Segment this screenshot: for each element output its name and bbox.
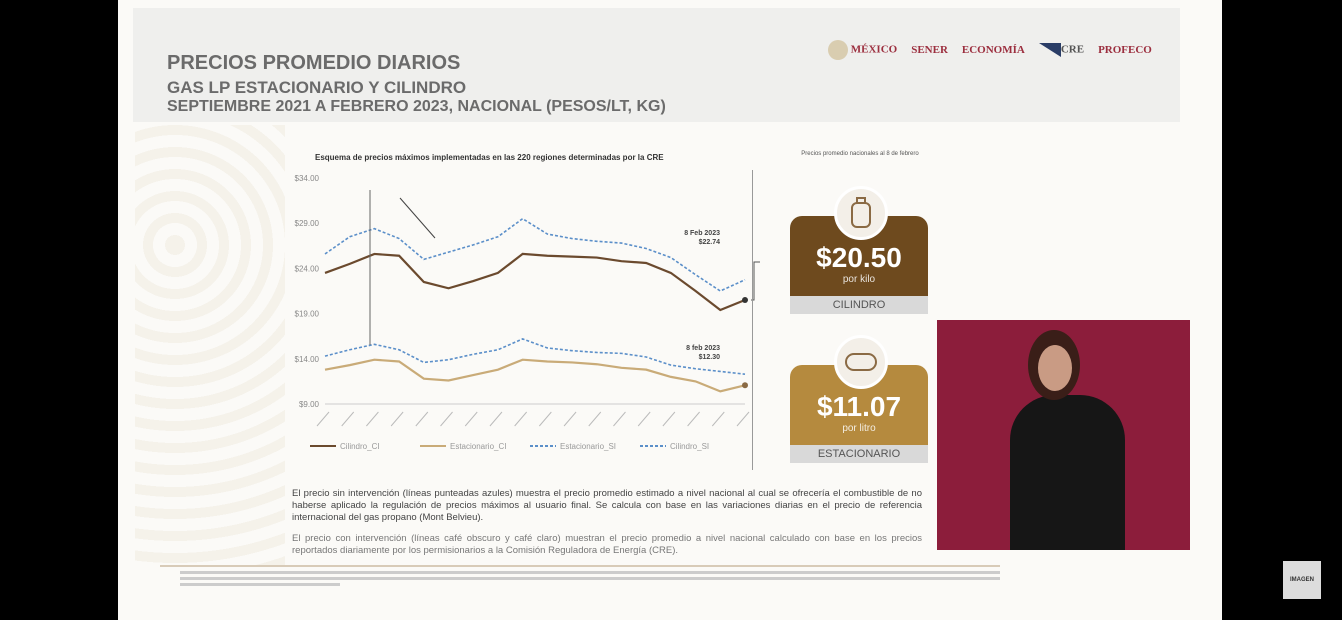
annotation-date: 8 Feb 2023: [684, 230, 720, 237]
x-tick-mark: [711, 411, 725, 427]
cilindro-unit: por kilo: [842, 274, 876, 285]
x-tick-mark: [736, 411, 750, 427]
line-chart: $9.00 $14.00 $19.00 $24.00 $29.00 $34.00 Cilin…: [295, 174, 760, 451]
logo-gobierno: MÉXICO: [850, 43, 898, 56]
seal-icon: [828, 40, 848, 60]
legend-label: Cilindro_SI: [670, 442, 709, 451]
end-point-marker: [742, 297, 748, 304]
estacionario-price: $11.07: [816, 391, 902, 422]
y-tick-label: $9.00: [299, 400, 320, 409]
cilindro-card: $20.50 por kilo CILINDRO: [790, 186, 928, 314]
slide-subtitle: GAS LP ESTACIONARIO Y CILINDRO: [167, 78, 467, 97]
legend-label: Estacionario_CI: [450, 442, 506, 451]
note-without-intervention: El precio sin intervención (líneas punte…: [292, 488, 922, 523]
slide-title: PRECIOS PROMEDIO DIARIOS: [167, 52, 461, 74]
x-tick-mark: [366, 411, 379, 427]
logo-economia: ECONOMÍA: [961, 44, 1025, 56]
gas-cylinder-icon: [834, 186, 888, 240]
note-with-intervention: El precio con intervención (líneas café …: [292, 533, 922, 556]
series-line-Cilindro_CI: [324, 252, 746, 312]
x-tick-mark: [316, 411, 330, 427]
logo-cre: CRE: [1060, 43, 1085, 56]
summary-heading: Precios promedio nacionales al 8 de febr…: [801, 151, 919, 157]
cilindro-label: CILINDRO: [790, 296, 928, 314]
y-tick-label: $24.00: [295, 264, 320, 273]
interpreter-face: [1038, 345, 1072, 391]
x-tick-mark: [464, 411, 478, 427]
divider: [752, 170, 753, 470]
x-tick-mark: [687, 411, 700, 427]
x-tick-mark: [563, 411, 577, 427]
x-tick-mark: [415, 411, 429, 427]
x-tick-mark: [538, 411, 552, 427]
x-tick-mark: [390, 411, 404, 427]
x-tick-mark: [440, 411, 453, 427]
chart-title: Esquema de precios máximos implementadas…: [315, 153, 664, 162]
logo-sener: SENER: [911, 44, 948, 56]
y-tick-label: $19.00: [295, 310, 320, 319]
series-line-Estacionario_CI: [324, 358, 746, 393]
cre-logo-icon: [1038, 43, 1061, 57]
y-tick-label: $29.00: [295, 219, 320, 228]
annotation-arrow: [399, 197, 436, 239]
estacionario-card: $11.07 por litro ESTACIONARIO: [790, 335, 928, 463]
x-tick-mark: [588, 411, 602, 427]
footnote-line: [180, 577, 1000, 580]
series-line-Cilindro_SI: [324, 217, 746, 292]
government-logos: MÉXICO SENER ECONOMÍA CRE PROFECO: [828, 40, 1152, 60]
x-tick-mark: [341, 411, 355, 427]
series-line-Estacionario_SI: [324, 338, 746, 375]
x-tick-mark: [662, 411, 676, 427]
cilindro-price: $20.50: [816, 242, 902, 273]
slide-period: SEPTIEMBRE 2021 A FEBRERO 2023, NACIONAL…: [167, 98, 666, 115]
x-tick-mark: [637, 411, 651, 427]
legend-label: Estacionario_SI: [560, 442, 616, 451]
footnote-line: [180, 583, 340, 586]
annotation-value: $22.74: [699, 239, 721, 246]
legend-label: Cilindro_CI: [340, 442, 380, 451]
estacionario-label: ESTACIONARIO: [790, 445, 928, 463]
annotation-value: $12.30: [699, 354, 721, 361]
interpreter-body: [1010, 395, 1125, 550]
slide-header: [133, 8, 1180, 122]
end-point-marker: [742, 382, 748, 389]
x-tick-mark: [489, 411, 503, 427]
x-tick-mark: [514, 411, 528, 427]
footnote-line: [180, 571, 1000, 574]
footnote-divider: [160, 565, 1000, 567]
decorative-pattern: [135, 125, 285, 565]
annotation-date: 8 feb 2023: [686, 345, 720, 352]
y-tick-label: $14.00: [295, 355, 320, 364]
logo-profeco: PROFECO: [1098, 44, 1152, 56]
y-tick-label: $34.00: [295, 174, 320, 183]
channel-logo: IMAGEN: [1283, 561, 1321, 599]
gas-tank-icon: [834, 335, 888, 389]
estacionario-unit: por litro: [842, 423, 876, 434]
x-tick-mark: [613, 411, 626, 427]
